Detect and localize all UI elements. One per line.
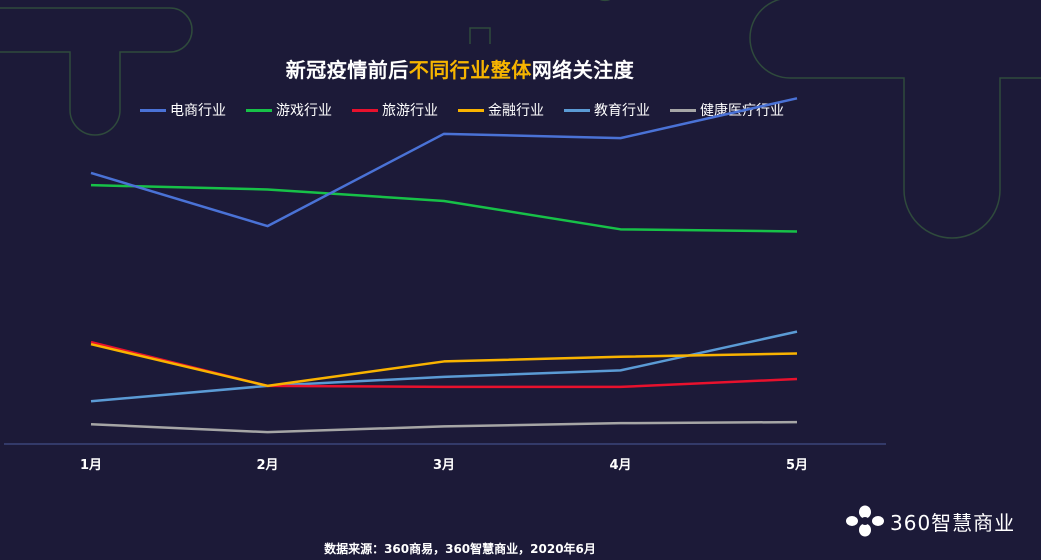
legend-item[interactable]: 游戏行业 xyxy=(246,100,332,120)
brand-logo: 360智慧商业 xyxy=(846,505,1015,537)
series-line xyxy=(90,97,798,228)
legend-label: 教育行业 xyxy=(594,103,650,119)
title-highlight: 不同行业整体 xyxy=(408,58,532,82)
flower-icon xyxy=(846,505,884,537)
x-tick-label: 1月 xyxy=(80,458,102,473)
x-tick-label: 2月 xyxy=(256,458,278,473)
legend-label: 电商行业 xyxy=(170,103,226,119)
series-line xyxy=(90,340,798,389)
legend-swatch xyxy=(564,108,590,112)
legend-item[interactable]: 教育行业 xyxy=(564,100,650,120)
legend-label: 旅游行业 xyxy=(382,103,438,119)
legend-swatch xyxy=(670,108,696,112)
brand-name: 360智慧商业 xyxy=(890,510,1016,535)
series-line xyxy=(90,420,798,434)
series-line xyxy=(90,342,798,388)
legend-swatch xyxy=(458,108,484,112)
data-source-note: 数据来源：360商易，360智慧商业，2020年6月 xyxy=(324,542,596,556)
legend-label: 游戏行业 xyxy=(276,103,332,119)
series-line xyxy=(90,183,798,233)
chart-title: 新冠疫情前后不同行业整体网络关注度 xyxy=(0,54,920,83)
legend-swatch xyxy=(352,108,378,112)
x-tick-label: 5月 xyxy=(786,458,808,473)
x-tick-label: 3月 xyxy=(433,458,455,473)
series-line xyxy=(90,330,798,403)
legend-item[interactable]: 电商行业 xyxy=(140,100,226,120)
title-part1: 新冠疫情前后 xyxy=(285,58,409,82)
legend-swatch xyxy=(246,108,272,112)
legend-item[interactable]: 旅游行业 xyxy=(352,100,438,120)
title-part2: 网络关注度 xyxy=(531,58,635,82)
legend-swatch xyxy=(140,108,166,112)
x-tick-label: 4月 xyxy=(609,458,631,473)
legend-label: 金融行业 xyxy=(488,103,544,119)
legend-item[interactable]: 金融行业 xyxy=(458,100,544,120)
